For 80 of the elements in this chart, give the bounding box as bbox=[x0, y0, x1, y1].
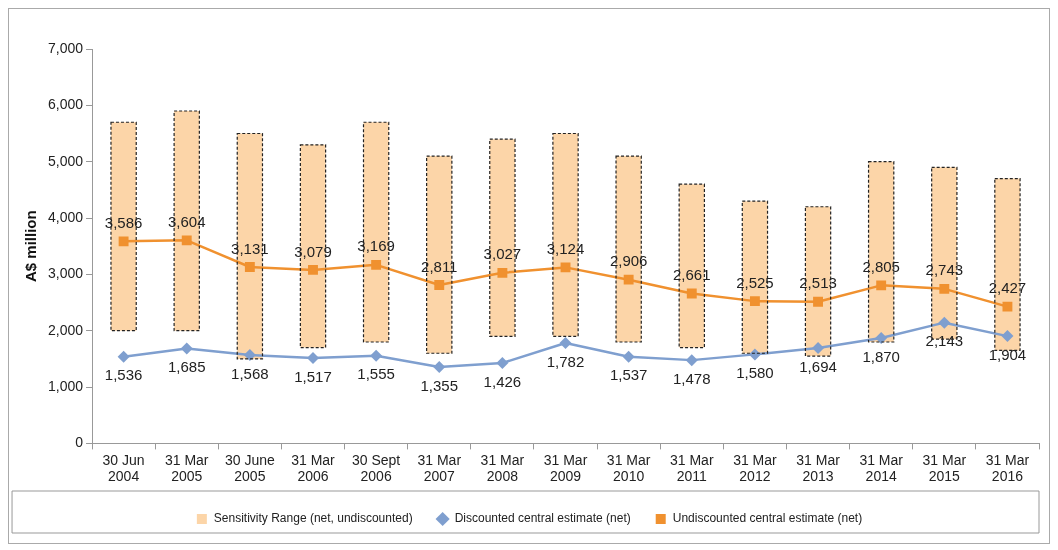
y-tick-label: 7,000 bbox=[47, 39, 84, 56]
legend-label: Undiscounted central estimate (net) bbox=[672, 511, 863, 526]
y-axis-title: A$ million bbox=[22, 210, 40, 283]
y-tick-label: 3,000 bbox=[47, 265, 84, 282]
point bbox=[560, 262, 571, 273]
point bbox=[876, 280, 887, 291]
x-tick-label: 30 Sept 2006 bbox=[351, 451, 401, 485]
data-label: 1,355 bbox=[420, 376, 459, 394]
data-label: 3,124 bbox=[546, 240, 585, 258]
data-label: 1,782 bbox=[546, 352, 585, 370]
point bbox=[559, 337, 572, 349]
data-label: 3,131 bbox=[231, 239, 269, 257]
data-label: 2,143 bbox=[925, 332, 964, 350]
point bbox=[622, 350, 635, 363]
data-label: 1,426 bbox=[483, 372, 522, 390]
point bbox=[1001, 330, 1014, 343]
point bbox=[497, 267, 508, 278]
x-tick-label: 31 Mar 2011 bbox=[669, 451, 714, 485]
point bbox=[370, 349, 383, 362]
x-tick-label: 30 Jun 2004 bbox=[102, 451, 145, 485]
point bbox=[813, 296, 823, 307]
legend-label: Sensitivity Range (net, undiscounted) bbox=[213, 511, 413, 526]
data-label: 2,661 bbox=[673, 266, 711, 284]
point bbox=[181, 235, 192, 246]
x-tick-label: 31 Mar 2016 bbox=[985, 451, 1030, 485]
x-tick-label: 30 June 2005 bbox=[224, 451, 275, 485]
point bbox=[496, 357, 509, 370]
point bbox=[939, 283, 950, 294]
x-tick-label: 31 Mar 2008 bbox=[480, 451, 525, 485]
point bbox=[118, 236, 129, 247]
y-tick-label: 1,000 bbox=[47, 377, 84, 394]
y-tick-label: 0 bbox=[75, 434, 84, 451]
y-tick-label: 5,000 bbox=[47, 152, 84, 169]
data-label: 2,513 bbox=[799, 274, 837, 292]
point bbox=[685, 354, 698, 367]
point bbox=[434, 280, 445, 290]
x-tick-label: 31 Mar 2009 bbox=[543, 451, 588, 485]
point bbox=[433, 361, 446, 374]
point bbox=[938, 316, 951, 329]
data-label: 2,805 bbox=[862, 258, 900, 275]
data-label: 2,743 bbox=[925, 261, 964, 279]
data-label: 1,870 bbox=[862, 347, 900, 365]
x-tick-label: 31 Mar 2014 bbox=[859, 451, 904, 485]
point bbox=[686, 288, 697, 299]
data-label: 1,685 bbox=[167, 358, 206, 376]
y-tick-label: 2,000 bbox=[47, 321, 84, 338]
data-label: 3,586 bbox=[104, 214, 143, 231]
data-label: 1,580 bbox=[736, 364, 774, 382]
point bbox=[243, 349, 256, 362]
x-tick-label: 31 Mar 2010 bbox=[606, 451, 651, 485]
point bbox=[371, 259, 382, 270]
x-tick-label: 31 Mar 2006 bbox=[291, 451, 336, 485]
data-label: 1,537 bbox=[609, 366, 648, 384]
data-label: 1,555 bbox=[357, 365, 395, 383]
x-tick-label: 31 Mar 2007 bbox=[417, 451, 462, 485]
y-tick-label: 4,000 bbox=[47, 208, 84, 225]
data-label: 1,568 bbox=[231, 364, 269, 382]
point bbox=[875, 332, 888, 345]
point bbox=[749, 296, 760, 307]
data-label: 1,536 bbox=[104, 366, 143, 384]
point bbox=[812, 341, 825, 354]
data-label: 2,427 bbox=[988, 279, 1027, 297]
data-label: 1,694 bbox=[799, 357, 837, 375]
point bbox=[117, 350, 130, 363]
point bbox=[180, 342, 193, 355]
y-tick-label: 6,000 bbox=[47, 96, 84, 113]
data-label: 1,478 bbox=[673, 369, 711, 387]
point bbox=[1002, 301, 1013, 312]
point bbox=[244, 262, 255, 272]
data-label: 1,517 bbox=[294, 367, 332, 385]
data-label: 3,079 bbox=[294, 242, 332, 260]
data-label: 1,904 bbox=[988, 345, 1027, 363]
point bbox=[308, 264, 318, 275]
x-tick-label: 31 Mar 2012 bbox=[733, 451, 778, 485]
x-tick-label: 31 Mar 2013 bbox=[796, 451, 841, 485]
x-tick-label: 31 Mar 2015 bbox=[922, 451, 967, 485]
point bbox=[623, 274, 634, 285]
data-label: 2,906 bbox=[609, 252, 648, 270]
legend-label: Discounted central estimate (net) bbox=[454, 511, 631, 526]
x-tick-label: 31 Mar 2005 bbox=[164, 451, 209, 485]
